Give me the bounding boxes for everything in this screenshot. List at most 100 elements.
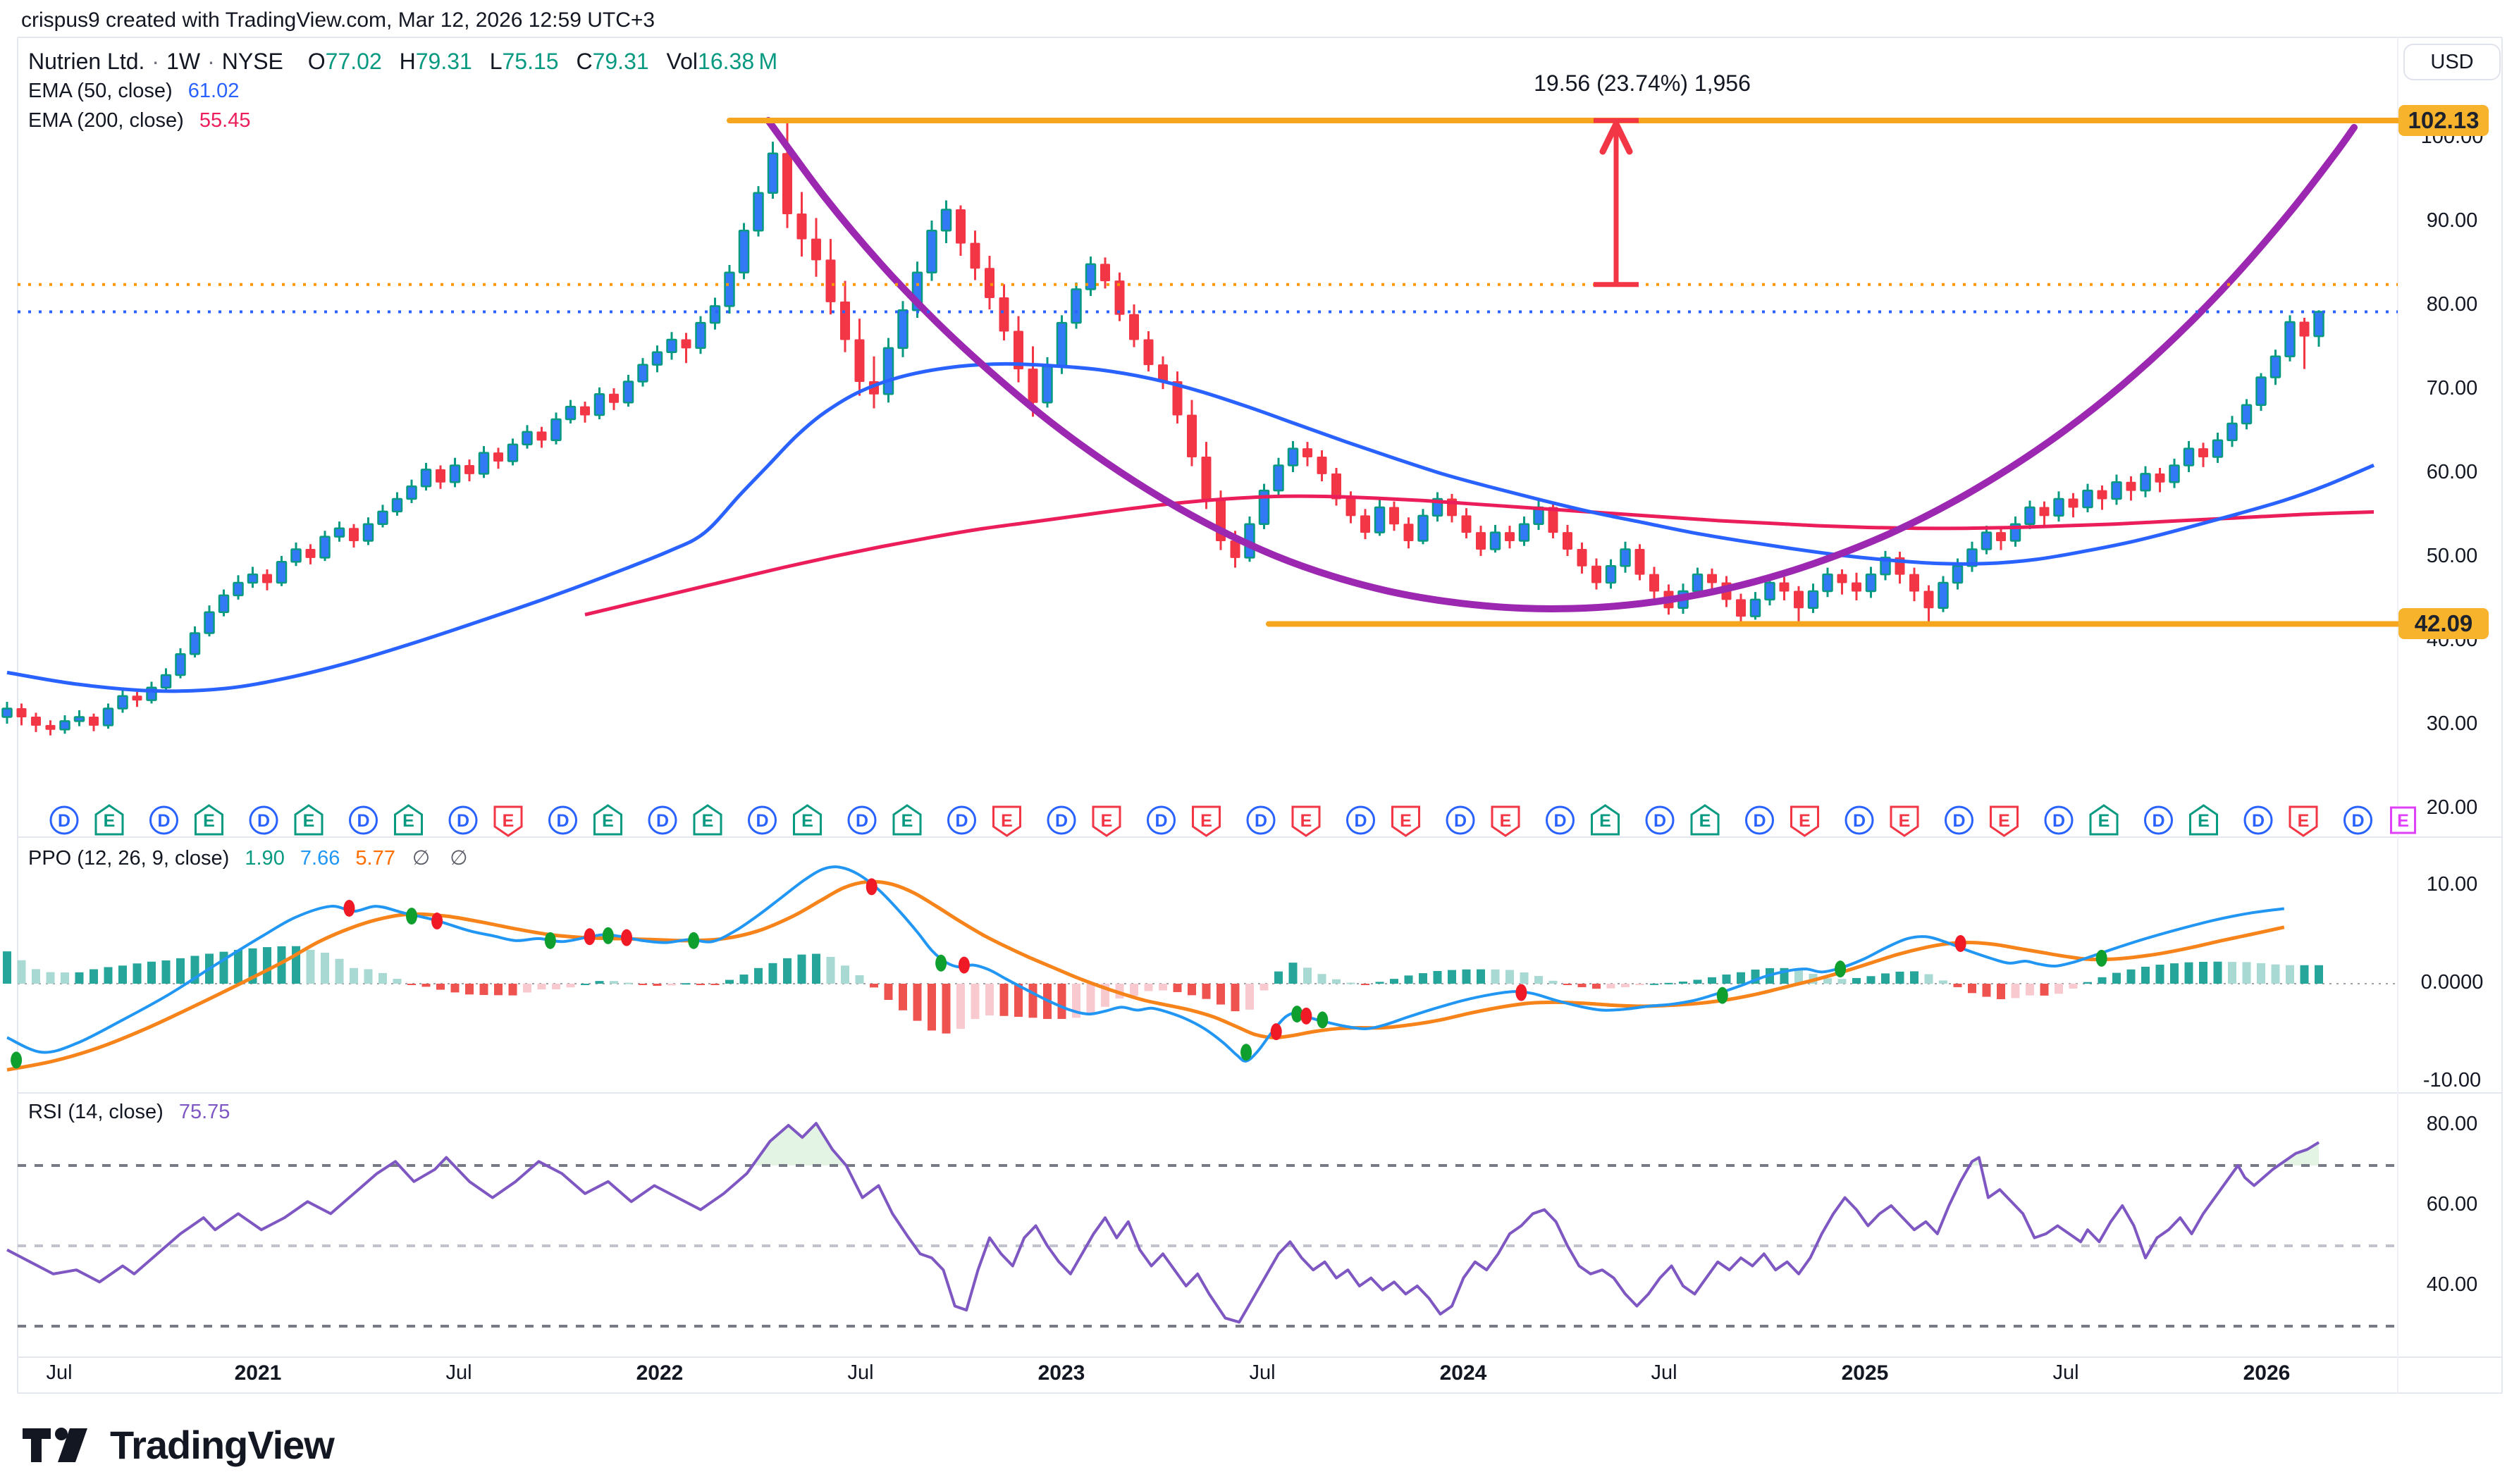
price-tick: 60.00 bbox=[2426, 461, 2478, 484]
tradingview-logo[interactable]: TradingView bbox=[21, 1422, 335, 1468]
parabolic-trend-curve[interactable] bbox=[765, 117, 2358, 612]
svg-text:E: E bbox=[1799, 811, 1811, 831]
dividend-badge-icon bbox=[2144, 805, 2173, 835]
tradingview-logo-text: TradingView bbox=[110, 1423, 335, 1467]
bearish-cross-dot bbox=[1954, 935, 1966, 953]
month-label: Jul bbox=[1651, 1361, 1677, 1384]
price-level-badge[interactable]: 42.09 bbox=[2398, 608, 2489, 640]
rsi-tick: 60.00 bbox=[2426, 1193, 2478, 1216]
price-overlays bbox=[6, 117, 2375, 693]
svg-text:D: D bbox=[457, 811, 469, 831]
dividend-badge-icon bbox=[2344, 805, 2372, 835]
price-tick: 20.00 bbox=[2426, 796, 2478, 820]
svg-text:E: E bbox=[104, 811, 116, 831]
price-tick: 70.00 bbox=[2426, 377, 2478, 400]
bullish-cross-dot bbox=[688, 932, 700, 949]
ppo-legend[interactable]: PPO (12, 26, 9, close) 1.90 7.66 5.77 ∅ … bbox=[28, 846, 475, 870]
close-label: C bbox=[576, 49, 593, 74]
rsi-legend[interactable]: RSI (14, close) 75.75 bbox=[28, 1101, 230, 1124]
open-value: 77.02 bbox=[325, 49, 382, 74]
earnings-badge-icon bbox=[2390, 806, 2416, 834]
ppo-tick: -10.00 bbox=[2422, 1069, 2482, 1092]
rsi-value: 75.75 bbox=[178, 1101, 230, 1123]
measure-annotation-label[interactable]: 19.56 (23.74%) 1,956 bbox=[1534, 70, 1751, 96]
dividend-badge-icon bbox=[448, 805, 478, 835]
low-label: L bbox=[489, 49, 503, 74]
ema200-legend[interactable]: EMA (200, close) 55.45 bbox=[28, 106, 789, 135]
ema50-line bbox=[6, 361, 2375, 693]
svg-text:D: D bbox=[1454, 811, 1467, 831]
dividend-badge-icon bbox=[49, 805, 79, 835]
ppo-tick: 10.00 bbox=[2426, 873, 2478, 896]
dividend-badge-icon bbox=[1346, 805, 1375, 835]
bearish-cross-dot bbox=[1300, 1007, 1312, 1025]
symbol-name: Nutrien Ltd. bbox=[28, 49, 145, 74]
dividend-badge-icon bbox=[1945, 805, 1973, 835]
svg-text:D: D bbox=[357, 811, 369, 831]
price-tick: 90.00 bbox=[2426, 209, 2478, 233]
dividend-badge-icon bbox=[1546, 805, 1575, 835]
dividend-badge-icon bbox=[149, 805, 178, 835]
ohlc-values: O77.02 H79.31 L75.15 C79.31 Vol16.38 M bbox=[308, 49, 789, 74]
dividend-badge-icon bbox=[1147, 805, 1176, 835]
svg-text:E: E bbox=[801, 811, 813, 831]
level-lines[interactable] bbox=[18, 118, 2401, 627]
symbol-row[interactable]: Nutrien Ltd. · 1W · NYSE O77.02 H79.31 L75.1… bbox=[28, 47, 789, 76]
dividend-badge-icon bbox=[847, 805, 877, 835]
dividend-badge-icon bbox=[648, 805, 677, 835]
ppo-signal-line bbox=[6, 879, 2285, 1072]
svg-text:D: D bbox=[157, 811, 170, 831]
month-label: Jul bbox=[847, 1361, 874, 1384]
svg-text:D: D bbox=[1952, 811, 1965, 831]
bullish-cross-dot bbox=[1835, 960, 1847, 978]
dividend-badge-icon bbox=[1446, 805, 1475, 835]
candlestick-series[interactable] bbox=[1, 120, 2324, 736]
svg-text:E: E bbox=[2397, 811, 2409, 831]
earnings-badge-icon bbox=[394, 804, 423, 836]
month-label: Jul bbox=[1249, 1361, 1276, 1384]
month-label: Jul bbox=[445, 1361, 472, 1384]
earnings-badge-icon bbox=[294, 804, 324, 836]
dividend-badge-icon bbox=[249, 805, 278, 835]
rsi-tick: 40.00 bbox=[2426, 1273, 2478, 1296]
attribution-text: crispus9 created with TradingView.com, M… bbox=[21, 8, 655, 32]
bullish-cross-dot bbox=[2095, 949, 2107, 967]
low-value: 75.15 bbox=[502, 49, 559, 74]
interval-label: 1W bbox=[166, 49, 201, 74]
high-label: H bbox=[399, 49, 416, 74]
earnings-badge-icon bbox=[2289, 805, 2318, 837]
earnings-badge-icon bbox=[892, 804, 922, 836]
year-label: 2023 bbox=[1037, 1361, 1085, 1385]
tradingview-logo-icon bbox=[23, 1427, 87, 1462]
bullish-cross-dot bbox=[935, 954, 947, 972]
svg-text:D: D bbox=[955, 811, 968, 831]
ema50-legend[interactable]: EMA (50, close) 61.02 bbox=[28, 76, 789, 106]
volume-label: Vol bbox=[666, 49, 698, 74]
price-level-badge[interactable]: 102.13 bbox=[2398, 105, 2489, 136]
dividend-badge-icon bbox=[2243, 805, 2273, 835]
svg-text:E: E bbox=[1200, 811, 1212, 831]
dividend-badge-icon bbox=[2044, 805, 2074, 835]
earnings-badge-icon bbox=[1890, 805, 1919, 837]
svg-text:D: D bbox=[1753, 811, 1766, 831]
svg-text:D: D bbox=[1255, 811, 1267, 831]
svg-text:D: D bbox=[1853, 811, 1866, 831]
separator-dot: · bbox=[152, 49, 160, 74]
svg-text:D: D bbox=[1653, 811, 1666, 831]
ppo-pane[interactable] bbox=[3, 865, 2398, 1072]
bearish-cross-dot bbox=[584, 928, 596, 946]
ppo-label: PPO (12, 26, 9, close) bbox=[28, 847, 230, 870]
measure-arrow[interactable] bbox=[1594, 118, 1639, 287]
bullish-cross-dot bbox=[1716, 987, 1728, 1004]
bearish-cross-dot bbox=[621, 929, 633, 946]
svg-text:E: E bbox=[1101, 811, 1113, 831]
currency-toggle[interactable]: USD bbox=[2403, 44, 2501, 80]
svg-text:D: D bbox=[656, 811, 669, 831]
rsi-pane[interactable] bbox=[6, 1122, 2398, 1328]
earnings-badge-icon bbox=[1790, 805, 1819, 837]
earnings-badge-icon bbox=[1591, 804, 1620, 836]
earnings-badge-icon bbox=[1192, 805, 1221, 837]
